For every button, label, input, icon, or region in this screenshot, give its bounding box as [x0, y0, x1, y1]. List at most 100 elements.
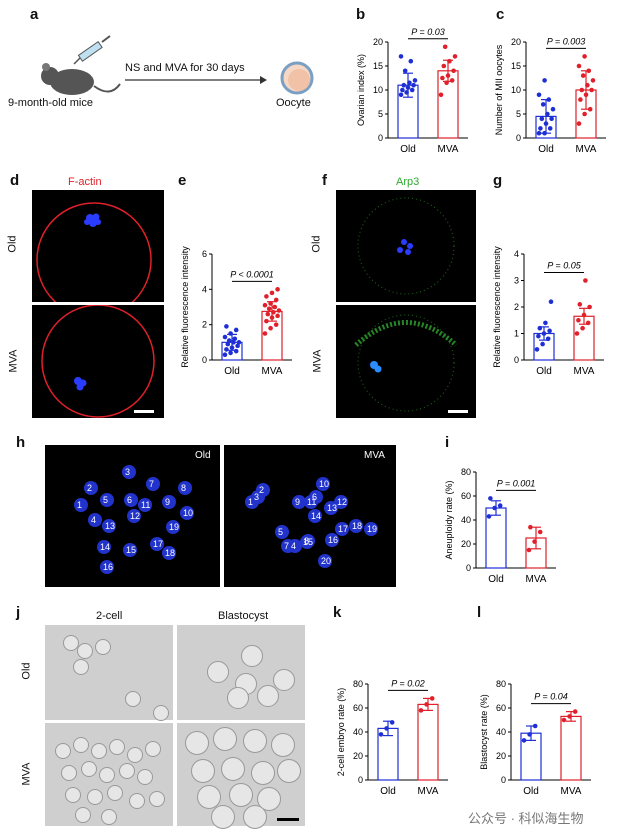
data-point [273, 297, 279, 303]
panel-letter-d: d [10, 172, 20, 189]
data-point [272, 304, 278, 310]
data-point [266, 306, 272, 312]
embryo [65, 787, 81, 803]
data-point [409, 87, 415, 93]
data-point [400, 87, 405, 93]
data-point [567, 714, 572, 719]
data-point [401, 82, 407, 88]
y-tick-label: 0 [466, 563, 471, 573]
y-tick-label: 40 [461, 515, 471, 525]
mva-chromosome-label: 13 [324, 501, 338, 515]
y-axis-label: Ovarian index (%) [356, 54, 366, 126]
mva-chromosome-label: 16 [325, 533, 339, 547]
data-point [582, 111, 587, 117]
data-point [262, 302, 268, 308]
data-point [408, 58, 414, 64]
data-point [580, 73, 586, 78]
embryo [73, 737, 89, 753]
data-point [418, 708, 424, 713]
data-point [229, 345, 235, 350]
data-point [586, 68, 592, 74]
y-tick-label: 2 [202, 320, 207, 330]
old-chromosome-label: 7 [146, 477, 160, 491]
old-chromosome-label: 5 [100, 493, 114, 507]
panel-letter-j: j [16, 604, 21, 621]
data-point [572, 709, 578, 714]
old-chromosome-label: 14 [97, 540, 111, 554]
data-point [536, 92, 542, 98]
row-label-mva-j: MVA [20, 762, 33, 786]
old-chromosome-label: 4 [88, 513, 102, 527]
y-axis-label: Blastocyst rate (%) [479, 694, 489, 770]
row-label-mva-f: MVA [311, 349, 324, 373]
data-point [532, 539, 537, 544]
data-point [577, 302, 583, 307]
data-point [582, 54, 587, 59]
arrow-head [260, 76, 267, 84]
data-point [265, 311, 271, 317]
y-axis-label: Number of MII oocytes [494, 44, 504, 135]
x-tick-label: MVA [526, 574, 547, 585]
bar-mva [560, 715, 582, 781]
blastocyst-mva-image [177, 723, 305, 829]
embryo [101, 809, 117, 825]
old-chromosome-label: 1 [74, 498, 88, 512]
embryo [277, 759, 301, 783]
mva-chromosome-label: 7 [281, 539, 295, 553]
embryo [227, 687, 249, 709]
data-point [271, 310, 276, 315]
data-point [429, 696, 435, 701]
data-point [445, 73, 451, 78]
data-point [452, 54, 458, 59]
embryo [61, 765, 77, 781]
data-point [398, 92, 404, 98]
data-point [521, 738, 527, 743]
x-tick-label: MVA [418, 786, 439, 797]
data-point [273, 322, 279, 327]
data-point [574, 331, 580, 336]
data-point [440, 75, 445, 81]
old-chromosome-label: 11 [138, 498, 152, 512]
y-tick-label: 60 [353, 703, 363, 713]
panel-letter-e: e [178, 172, 187, 189]
treatment-label: NS and MVA for 30 days [125, 62, 245, 74]
y-tick-label: 40 [496, 727, 506, 737]
data-point [269, 290, 275, 296]
panel-letter-c: c [496, 6, 505, 23]
embryo [127, 747, 143, 763]
data-point [536, 130, 542, 136]
x-tick-label: Old [400, 144, 416, 155]
mva-chromosome-label: 6 [309, 490, 323, 504]
data-point [411, 82, 416, 88]
old-spread-label: Old [195, 450, 211, 461]
y-tick-label: 20 [496, 751, 506, 761]
y-axis-label: Relative fluorescence intensity [180, 246, 190, 368]
y-tick-label: 15 [511, 61, 521, 71]
two-cell-mva-image [45, 723, 173, 826]
two-cell-label: 2-cell [96, 610, 123, 622]
embryo [109, 739, 125, 755]
mva-chromosome-label: 1 [245, 495, 259, 509]
data-point [545, 111, 550, 117]
x-tick-label: MVA [438, 144, 459, 155]
y-tick-label: 10 [373, 85, 383, 95]
data-point [225, 341, 231, 347]
data-point [228, 350, 233, 356]
embryo [229, 783, 253, 807]
embryo [241, 645, 263, 667]
old-chromosome-label: 19 [166, 520, 180, 534]
data-point [486, 514, 492, 519]
embryo [243, 729, 267, 753]
data-point [228, 331, 233, 336]
x-tick-label: MVA [576, 144, 597, 155]
embryo [149, 791, 165, 807]
p-value: P = 0.001 [497, 478, 535, 488]
data-point [537, 529, 543, 535]
data-point [402, 68, 408, 74]
data-point [222, 334, 228, 340]
data-point [541, 331, 547, 336]
data-point [275, 287, 280, 292]
old-chromosome-label: 18 [162, 546, 176, 560]
data-point [542, 78, 547, 83]
chart-b: 0 5 10 15 20 Ovarian index (%) Old MVA P = 0.03 [356, 27, 468, 155]
